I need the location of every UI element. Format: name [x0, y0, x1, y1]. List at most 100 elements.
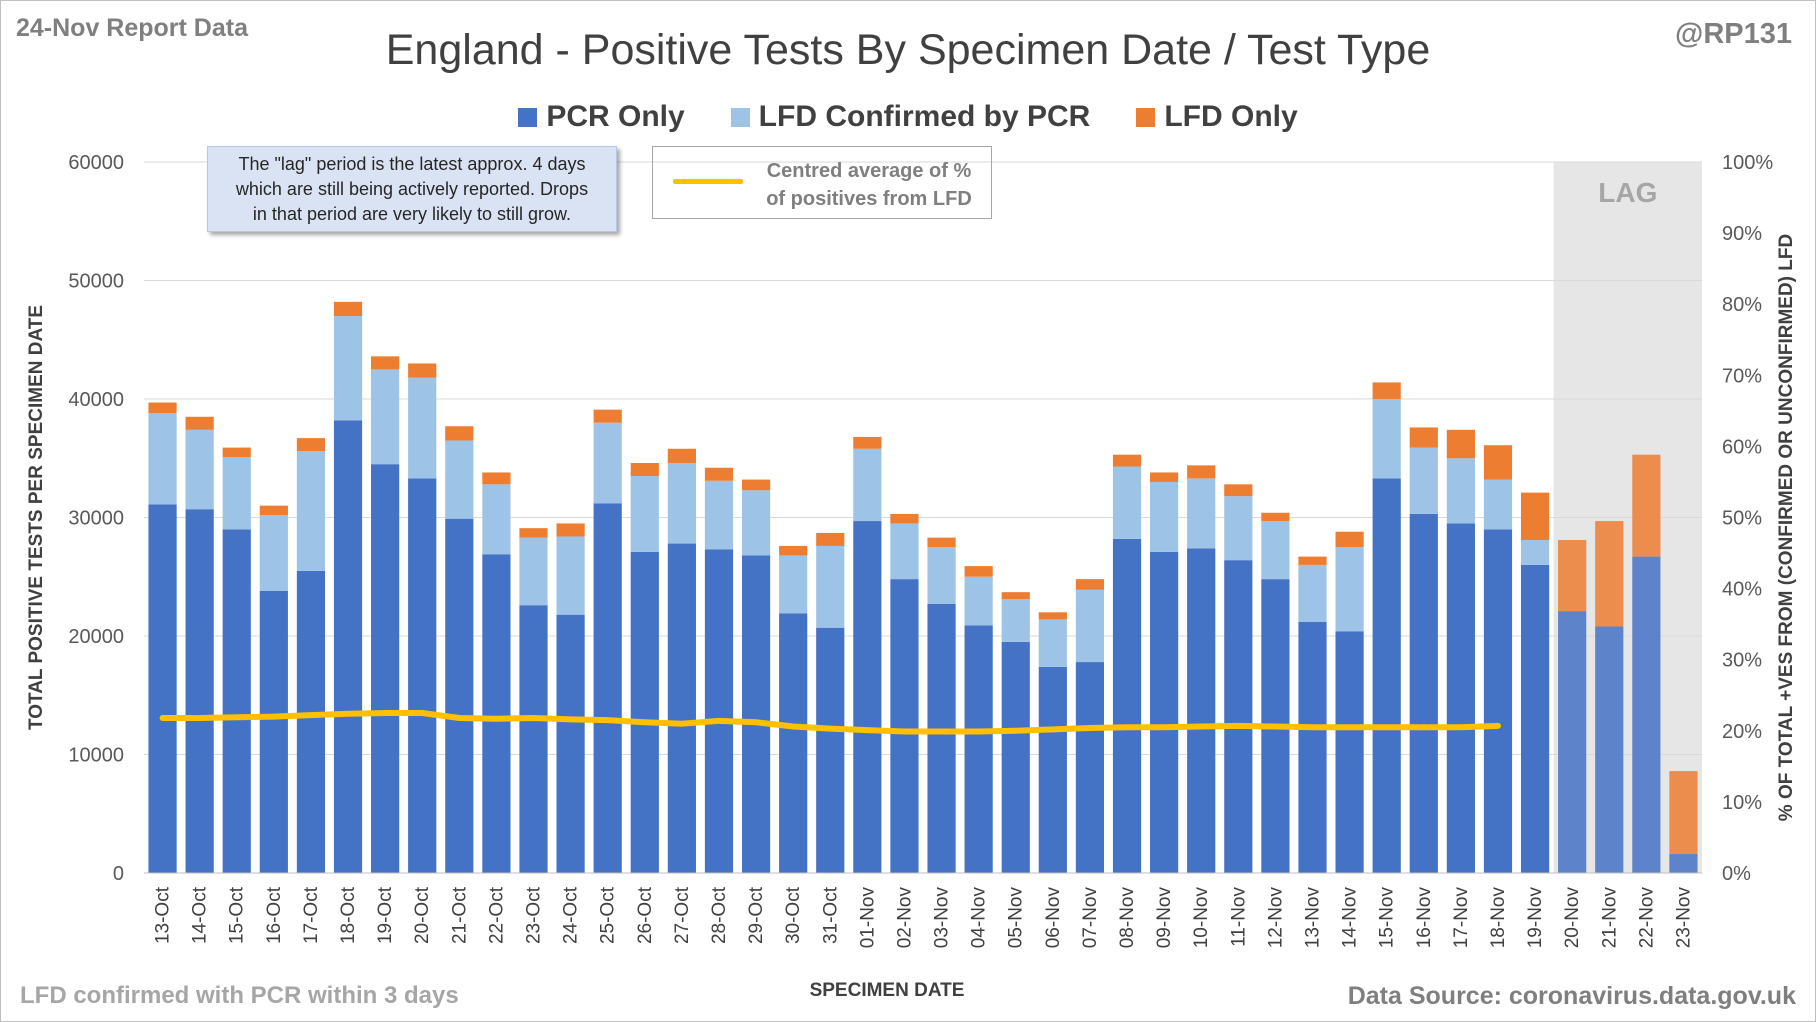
x-axis-tick-label: 15-Oct	[227, 886, 248, 944]
x-axis-tick-label: 25-Oct	[598, 886, 619, 944]
bar-lfd-only	[1446, 429, 1475, 459]
y2-axis-tick-label: 100%	[1722, 152, 1773, 174]
x-axis-tick-label: 16-Nov	[1414, 887, 1435, 949]
average-line-swatch	[673, 179, 743, 184]
bar-lfd-only	[333, 301, 363, 317]
bar-pcr-only	[816, 627, 845, 873]
chart-title: England - Positive Tests By Specimen Dat…	[385, 26, 1431, 74]
x-axis-tick-label: 22-Oct	[486, 886, 507, 944]
bar-lfd-only	[296, 438, 326, 452]
bar-pcr-only	[1335, 631, 1364, 873]
bar-lfd-confirmed	[1075, 589, 1105, 663]
bar-pcr-only	[1520, 564, 1550, 873]
bar-lfd-confirmed	[371, 369, 400, 465]
x-axis-title: SPECIMEN DATE	[810, 980, 965, 1001]
bar-lfd-only	[1595, 521, 1624, 627]
x-axis-tick-label: 31-Oct	[820, 886, 841, 944]
bar-lfd-confirmed	[964, 576, 993, 626]
bar-pcr-only	[1632, 556, 1661, 873]
bar-lfd-only	[1335, 531, 1364, 548]
footnote-lfd-confirmation: LFD confirmed with PCR within 3 days	[20, 982, 459, 1009]
x-axis-tick-label: 02-Nov	[894, 887, 915, 949]
bar-pcr-only	[1075, 662, 1105, 873]
bar-pcr-only	[1298, 621, 1327, 873]
x-axis-tick-label: 19-Nov	[1525, 887, 1546, 949]
x-axis-tick-label: 13-Nov	[1303, 887, 1324, 949]
bar-lfd-only	[890, 513, 919, 524]
x-axis-tick-label: 21-Nov	[1599, 887, 1620, 949]
data-source-note: Data Source: coronavirus.data.gov.uk	[1347, 982, 1796, 1010]
bar-lfd-confirmed	[333, 316, 363, 421]
legend-item-pcr-only: PCR Only	[518, 100, 685, 134]
bar-pcr-only	[445, 518, 474, 873]
x-axis-tick-label: 21-Oct	[449, 886, 470, 944]
bar-pcr-only	[964, 625, 993, 873]
legend-swatch-lfd-confirmed	[730, 107, 750, 127]
y2-axis-tick-label: 60%	[1722, 436, 1762, 458]
y2-axis-tick-label: 0%	[1722, 863, 1751, 885]
bar-pcr-only	[1483, 529, 1513, 873]
bar-lfd-confirmed	[667, 462, 696, 544]
bar-pcr-only	[333, 420, 363, 873]
x-axis-tick-label: 01-Nov	[857, 887, 878, 949]
y-axis-tick-label: 10000	[68, 745, 124, 767]
y2-axis-tick-label: 70%	[1722, 365, 1762, 387]
bar-lfd-only	[779, 545, 808, 556]
average-line-legend-label: Centred average of % of positives from L…	[753, 157, 985, 213]
legend-swatch-lfd-only	[1136, 107, 1156, 127]
chart-legend: PCR Only LFD Confirmed by PCR LFD Only	[0, 100, 1816, 134]
bar-pcr-only	[1224, 560, 1253, 873]
bar-lfd-only	[1558, 540, 1587, 612]
bar-lfd-confirmed	[704, 480, 734, 550]
bar-pcr-only	[1669, 854, 1698, 873]
y2-axis-tick-label: 20%	[1722, 721, 1762, 743]
bar-lfd-only	[259, 505, 288, 516]
lag-note-line: in that period are very likely to still …	[252, 204, 572, 224]
bar-pcr-only	[779, 613, 808, 873]
bar-lfd-confirmed	[853, 448, 882, 522]
bar-lfd-only	[482, 472, 511, 485]
bar-lfd-confirmed	[556, 536, 585, 615]
bar-lfd-only	[408, 363, 437, 378]
y-axis-tick-label: 30000	[68, 508, 124, 530]
x-axis-tick-label: 26-Oct	[635, 886, 656, 944]
bar-pcr-only	[519, 605, 548, 873]
x-axis-tick-label: 24-Oct	[561, 886, 582, 944]
legend-item-lfd-only: LFD Only	[1136, 100, 1298, 134]
y2-axis-tick-label: 40%	[1722, 579, 1762, 601]
bar-lfd-only	[148, 402, 177, 414]
report-date-label: 24-Nov Report Data	[16, 14, 248, 42]
y2-axis-tick-label: 30%	[1722, 650, 1762, 672]
lag-note-line: The "lag" period is the latest approx. 4…	[238, 154, 586, 174]
bar-lfd-confirmed	[1187, 478, 1216, 549]
x-axis-tick-label: 17-Oct	[301, 886, 322, 944]
y2-axis-tick-label: 10%	[1722, 792, 1762, 814]
y-axis-tick-label: 60000	[68, 152, 124, 174]
bar-lfd-only	[1669, 771, 1698, 855]
bar-lfd-only	[1261, 512, 1290, 522]
bar-lfd-confirmed	[1483, 479, 1513, 530]
bar-lfd-only	[371, 356, 400, 370]
y-axis-tick-label: 0	[113, 863, 124, 885]
bar-pcr-only	[1150, 551, 1179, 873]
bar-lfd-only	[1038, 612, 1067, 620]
bar-pcr-only	[1187, 548, 1216, 873]
bar-lfd-only	[593, 409, 622, 423]
bar-lfd-confirmed	[1372, 399, 1401, 479]
lag-note-line: which are still being actively reported.…	[235, 179, 589, 199]
bar-lfd-only	[1298, 556, 1327, 565]
bar-lfd-only	[1520, 492, 1550, 541]
bar-lfd-confirmed	[1335, 547, 1364, 632]
bar-lfd-only	[1187, 465, 1216, 479]
bar-lfd-confirmed	[1038, 619, 1067, 667]
y-axis-tick-label: 20000	[68, 626, 124, 648]
bar-pcr-only	[556, 614, 585, 873]
x-axis-tick-label: 29-Oct	[746, 886, 767, 944]
x-axis-tick-label: 16-Oct	[264, 886, 285, 944]
y2-axis-tick-label: 90%	[1722, 223, 1762, 245]
y2-axis-tick-label: 50%	[1722, 508, 1762, 530]
bar-lfd-confirmed	[593, 422, 622, 504]
author-handle: @RP131	[1675, 18, 1792, 50]
x-axis-tick-label: 11-Nov	[1228, 887, 1249, 947]
legend-label-lfd-only: LFD Only	[1164, 100, 1298, 133]
